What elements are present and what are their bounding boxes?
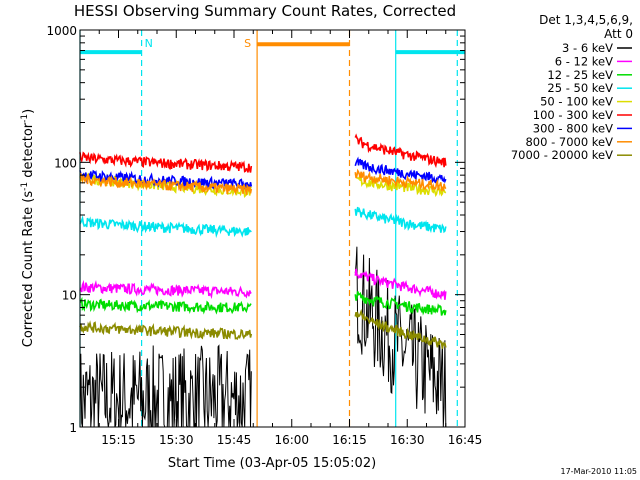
y-axis-label-main: Corrected Count Rate (s <box>21 191 36 348</box>
series-line-8-seg-1 <box>354 308 447 349</box>
series-line-4-seg-1 <box>354 173 447 198</box>
x-tick-label-85: 16:30 <box>390 433 425 447</box>
y-axis-ticks: 1 10 100 1000 <box>46 24 465 435</box>
series-line-5-seg-1 <box>354 133 447 169</box>
y-axis-label-sup2: -1 <box>20 114 30 123</box>
series-line-2-seg-1 <box>354 291 447 316</box>
series-line-5-seg-0 <box>79 151 253 173</box>
series-line-3-seg-0 <box>79 215 252 239</box>
saa-label: S <box>244 37 251 50</box>
x-tick-label-10: 15:15 <box>101 433 136 447</box>
x-tick-label-55: 16:00 <box>274 433 309 447</box>
timestamp: 17-Mar-2010 11:05 <box>561 467 638 476</box>
series-line-8-seg-0 <box>79 320 253 341</box>
legend-entry-7: 800 - 7000 keV <box>525 135 613 149</box>
series-line-6-seg-1 <box>354 156 447 184</box>
legend-header-line1: Det 1,3,4,5,6,9, <box>539 13 633 27</box>
legend-header-line2: Att 0 <box>604 27 633 41</box>
x-tick-label-25: 15:30 <box>159 433 194 447</box>
series-line-7-seg-1 <box>354 168 447 193</box>
series-line-0-seg-0 <box>79 344 252 428</box>
legend-entry-1: 6 - 12 keV <box>555 54 613 68</box>
series-line-3-seg-1 <box>354 206 447 234</box>
series-lines <box>79 133 447 428</box>
y-tick-label-1000: 1000 <box>46 24 77 38</box>
legend-entry-4: 50 - 100 keV <box>540 95 613 109</box>
legend-entry-2: 12 - 25 keV <box>547 68 613 82</box>
y-axis-label: Corrected Count Rate (s-1 detector-1) <box>20 109 36 347</box>
x-tick-label-40: 15:45 <box>217 433 252 447</box>
y-axis-label-mid: detector <box>21 122 36 182</box>
x-axis-label: Start Time (03-Apr-05 15:05:02) <box>168 456 376 471</box>
night-label: N <box>145 37 153 50</box>
y-axis-label-sup1: -1 <box>20 182 30 191</box>
series-line-1-seg-0 <box>79 279 252 300</box>
legend-entry-6: 300 - 800 keV <box>533 121 613 135</box>
y-axis-label-end: ) <box>21 109 36 114</box>
legend-entry-0: 3 - 6 keV <box>562 41 613 55</box>
y-tick-label-10: 10 <box>62 289 77 303</box>
y-tick-label-100: 100 <box>54 156 77 170</box>
legend-entry-8: 7000 - 20000 keV <box>511 148 613 162</box>
x-axis-ticks: 15:15 15:30 15:45 16:00 16:15 16:30 16:45 <box>79 30 483 447</box>
x-tick-label-100: 16:45 <box>448 433 483 447</box>
series-line-2-seg-0 <box>79 296 252 315</box>
chart-title: HESSI Observing Summary Count Rates, Cor… <box>74 2 456 20</box>
y-tick-label-1: 1 <box>69 421 77 435</box>
series-line-7-seg-0 <box>79 172 253 196</box>
x-tick-label-70: 16:15 <box>332 433 367 447</box>
series-line-1-seg-1 <box>354 268 447 301</box>
legend-entry-5: 100 - 300 keV <box>533 108 613 122</box>
legend-entry-3: 25 - 50 keV <box>547 81 613 95</box>
